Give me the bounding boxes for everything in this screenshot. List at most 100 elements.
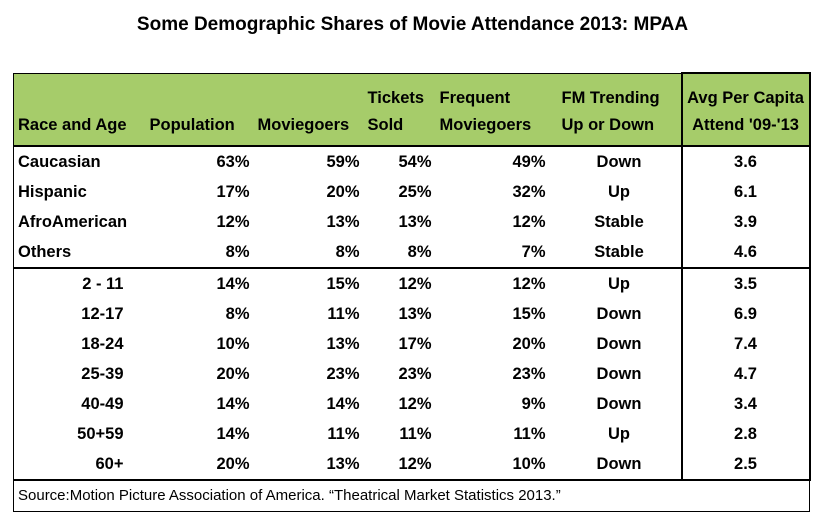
age-row: 18-24 10% 13% 17% 20% Down 7.4 <box>14 329 811 359</box>
cell-population: 20% <box>216 365 250 383</box>
column-header-line: Up or Down <box>561 116 655 134</box>
race-row: Hispanic 17% 20% 25% 32% Up 6.1 <box>14 177 811 207</box>
cell-moviegoers: 13% <box>326 455 360 473</box>
column-header-line: Race and Age <box>18 116 127 134</box>
age-row: 40-49 14% 14% 12% 9% Down 3.4 <box>14 389 811 419</box>
cell-race-and-age: 25-39 <box>81 365 124 383</box>
race-row: Caucasian 63% 59% 54% 49% Down 3.6 <box>13 145 811 177</box>
table-header: Race and Age Population Moviegoers Tickets S… <box>13 72 811 146</box>
cell-population: 12% <box>216 213 250 231</box>
age-row: 60+ 20% 13% 12% 10% Down 2.5 <box>14 449 811 480</box>
cell-frequent-moviegoers: 7% <box>521 243 546 261</box>
cell-race-and-age: 50+59 <box>77 425 124 443</box>
source-note: Source:Motion Picture Association of Ame… <box>13 479 810 512</box>
column-header-line: FM Trending <box>561 89 660 107</box>
cell-race-and-age: 18-24 <box>81 335 124 353</box>
cell-tickets-sold: 17% <box>398 335 432 353</box>
cell-frequent-moviegoers: 32% <box>512 183 546 201</box>
cell-population: 8% <box>225 243 250 261</box>
column-header-tickets-sold: Tickets Sold <box>363 73 436 146</box>
cell-race-and-age: 40-49 <box>81 395 124 413</box>
cell-avg-per-capita: 2.8 <box>680 419 811 449</box>
cell-race-and-age: 2 - 11 <box>13 267 146 299</box>
column-header-population: Population <box>145 73 254 146</box>
age-row: 12-17 8% 11% 13% 15% Down 6.9 <box>14 299 811 329</box>
cell-avg-per-capita: 6.9 <box>680 299 811 329</box>
cell-moviegoers: 8% <box>335 243 360 261</box>
cell-fm-trending: Stable <box>594 243 644 261</box>
table-body: Caucasian 63% 59% 54% 49% Down 3.6 Hispanic 17% 2… <box>13 145 811 512</box>
cell-tickets-sold: 25% <box>398 183 432 201</box>
age-row: 50+59 14% 11% 11% 11% Up 2.8 <box>14 419 811 449</box>
demographics-table: Race and Age Population Moviegoers Tickets S… <box>13 72 811 512</box>
cell-race-and-age: Hispanic <box>18 183 87 201</box>
cell-population: 14% <box>145 267 254 299</box>
cell-fm-trending: Down <box>557 145 682 177</box>
cell-moviegoers: 11% <box>327 305 360 323</box>
cell-fm-trending: Down <box>596 335 642 353</box>
cell-race-and-age: 60+ <box>95 455 124 473</box>
column-header-race-and-age: Race and Age <box>13 73 146 146</box>
cell-moviegoers: 13% <box>326 335 360 353</box>
cell-race-and-age: Caucasian <box>13 145 146 177</box>
cell-moviegoers: 15% <box>253 267 364 299</box>
cell-avg-per-capita: 4.6 <box>680 237 811 268</box>
cell-frequent-moviegoers: 23% <box>512 365 546 383</box>
cell-tickets-sold: 12% <box>398 395 432 413</box>
cell-population: 17% <box>216 183 250 201</box>
cell-fm-trending: Down <box>596 305 642 323</box>
cell-tickets-sold: 23% <box>398 365 432 383</box>
column-header-line: Population <box>149 116 235 134</box>
cell-tickets-sold: 54% <box>363 145 436 177</box>
cell-tickets-sold: 12% <box>363 267 436 299</box>
cell-population: 63% <box>145 145 254 177</box>
cell-moviegoers: 59% <box>253 145 364 177</box>
cell-population: 20% <box>216 455 250 473</box>
cell-race-and-age: Others <box>18 243 72 261</box>
cell-avg-per-capita: 7.4 <box>680 329 811 359</box>
cell-fm-trending: Down <box>596 455 642 473</box>
cell-fm-trending: Down <box>596 395 642 413</box>
cell-avg-per-capita: 3.9 <box>680 207 811 237</box>
cell-tickets-sold: 11% <box>399 425 432 443</box>
chart-title: Some Demographic Shares of Movie Attenda… <box>136 14 689 35</box>
cell-avg-per-capita: 2.5 <box>680 449 811 480</box>
cell-fm-trending: Down <box>596 365 642 383</box>
cell-avg-per-capita: 3.4 <box>680 389 811 419</box>
cell-fm-trending: Stable <box>594 213 644 231</box>
cell-population: 14% <box>216 425 250 443</box>
cell-frequent-moviegoers: 49% <box>435 145 558 177</box>
cell-moviegoers: 23% <box>326 365 360 383</box>
cell-moviegoers: 14% <box>326 395 360 413</box>
race-row: Others 8% 8% 8% 7% Stable 4.6 <box>14 237 811 268</box>
age-row: 25-39 20% 23% 23% 23% Down 4.7 <box>14 359 811 389</box>
column-header-line: Attend '09-'13 <box>692 116 799 134</box>
cell-tickets-sold: 8% <box>407 243 432 261</box>
cell-frequent-moviegoers: 15% <box>512 305 546 323</box>
column-header-avg-per-capita: Avg Per Capita Attend '09-'13 <box>680 72 811 146</box>
cell-frequent-moviegoers: 11% <box>513 425 546 443</box>
column-header-moviegoers: Moviegoers <box>253 73 364 146</box>
column-header-line: Frequent <box>439 89 511 107</box>
cell-race-and-age: AfroAmerican <box>18 213 128 231</box>
cell-fm-trending: Up <box>557 267 682 299</box>
cell-frequent-moviegoers: 12% <box>512 213 546 231</box>
column-header-line: Moviegoers <box>257 116 350 134</box>
cell-moviegoers: 13% <box>326 213 360 231</box>
cell-frequent-moviegoers: 10% <box>512 455 546 473</box>
source-row: Source:Motion Picture Association of Ame… <box>13 479 810 512</box>
cell-fm-trending: Up <box>608 425 630 443</box>
cell-avg-per-capita: 4.7 <box>680 359 811 389</box>
column-header-fm-trending: FM Trending Up or Down <box>557 73 682 146</box>
cell-fm-trending: Up <box>608 183 630 201</box>
cell-moviegoers: 11% <box>327 425 360 443</box>
cell-avg-per-capita: 6.1 <box>680 177 811 207</box>
race-row: AfroAmerican 12% 13% 13% 12% Stable 3.9 <box>14 207 811 237</box>
cell-population: 8% <box>225 305 250 323</box>
cell-avg-per-capita: 3.6 <box>680 145 811 177</box>
cell-tickets-sold: 13% <box>398 213 432 231</box>
cell-frequent-moviegoers: 9% <box>521 395 546 413</box>
cell-moviegoers: 20% <box>326 183 360 201</box>
age-row: 2 - 11 14% 15% 12% 12% Up 3.5 <box>13 267 811 299</box>
cell-tickets-sold: 13% <box>398 305 432 323</box>
